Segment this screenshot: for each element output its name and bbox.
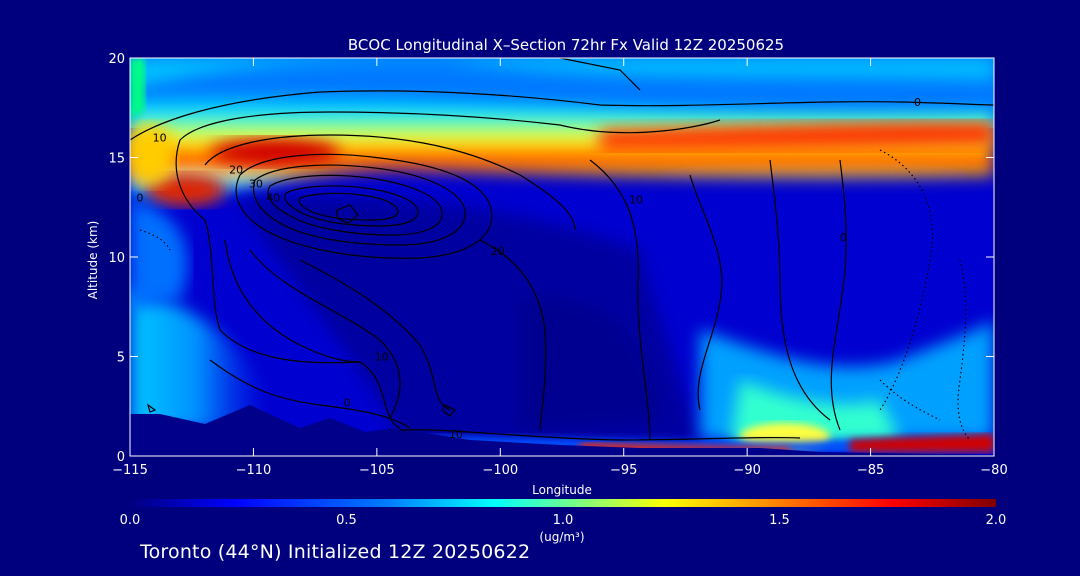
contour-label: 0 [344,396,351,409]
x-axis-label: Longitude [532,483,592,497]
footer-caption: Toronto (44°N) Initialized 12Z 20250622 [140,541,531,563]
x-tick-label: −105 [359,463,395,478]
contour-label: 10 [153,132,167,145]
x-tick-label: −80 [980,463,1007,478]
colorbar-ticks: 0.0 0.5 1.0 1.5 2.0 [120,513,1007,528]
x-tick-label: −95 [610,463,637,478]
contour-lines [130,58,994,441]
contour-label: 40 [266,191,280,204]
colorbar-tick-label: 1.0 [553,513,574,528]
y-tick-label: 20 [108,52,125,67]
y-axis: 0 5 10 15 20 [108,52,994,465]
y-tick-label: 10 [108,251,125,266]
x-tick-label: −85 [857,463,884,478]
x-tick-label: −100 [482,463,518,478]
y-tick-label: 0 [117,450,125,465]
contour-label: 20 [491,245,505,258]
contour-label: 20 [229,163,243,176]
contour-label: 10 [375,350,389,363]
y-axis-label: Altitude (km) [86,221,100,300]
x-tick-label: −110 [236,463,272,478]
colorbar-tick-label: 0.5 [336,513,357,528]
colorbar-tick-label: 0.0 [120,513,141,528]
x-tick-label: −90 [733,463,760,478]
terrain [130,405,994,456]
y-tick-label: 5 [117,351,125,366]
y-tick-label: 15 [108,152,125,167]
contour-label: 30 [249,177,263,190]
colorbar-tick-label: 1.5 [769,513,790,528]
colorbar-units: (ug/m³) [539,530,584,544]
contour-label: 0 [136,191,143,204]
contour-label: 10 [629,193,643,206]
contour-label: 0 [840,231,847,244]
colorbar [130,499,996,507]
colorbar-tick-label: 2.0 [986,513,1007,528]
x-tick-label: −115 [112,463,148,478]
contour-label: 0 [914,96,921,109]
contour-label: 10 [449,428,463,441]
x-axis: −115 −110 −105 −100 −95 −90 −85 −80 [112,58,1008,478]
chart-title: BCOC Longitudinal X–Section 72hr Fx Vali… [348,36,784,54]
